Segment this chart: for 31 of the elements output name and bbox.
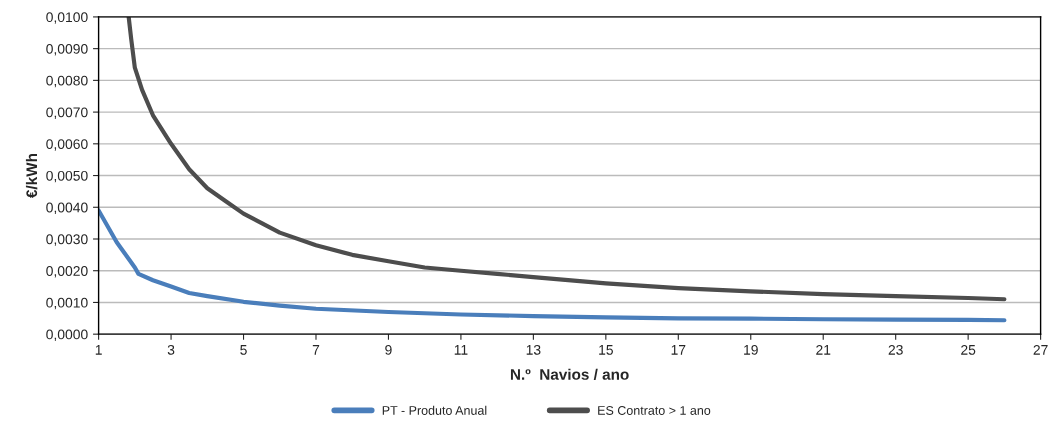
x-tick-label: 19 (744, 344, 758, 355)
x-axis-title: N.º Navios / ano (510, 368, 629, 381)
x-tick-label: 5 (240, 345, 247, 355)
y-tick-label: 0,0100 (46, 12, 88, 24)
x-tick-label: 11 (454, 345, 468, 355)
x-tick-label: 13 (526, 344, 541, 355)
line-series (126, 16, 1007, 302)
y-tick-label: 0,0000 (46, 329, 88, 341)
y-tick-label: 0,0040 (46, 202, 88, 215)
y-tick-label: 0,0030 (46, 234, 88, 246)
y-tick-label: 0,0080 (46, 75, 88, 88)
x-tick-label: 3 (167, 344, 175, 355)
legend-label: ES Contrato > 1 ano (598, 406, 711, 415)
y-tick-label: 0,0010 (46, 297, 88, 310)
y-tick-label: 0,0090 (46, 43, 88, 56)
line-series (98, 208, 1007, 323)
y-tick-label: 0,0050 (46, 170, 88, 183)
x-tick-label: 9 (385, 344, 392, 355)
y-tick-label: 0,0060 (46, 139, 88, 151)
legend-label: PT - Produto Anual (382, 405, 487, 415)
x-tick-label: 17 (671, 345, 686, 355)
x-tick-label: 7 (312, 345, 320, 355)
y-axis-title: €/kWh (25, 153, 38, 198)
x-tick-label: 23 (888, 344, 903, 355)
x-tick-label: 1 (95, 345, 102, 355)
x-tick-label: 25 (961, 344, 976, 355)
x-tick-label: 21 (816, 344, 831, 355)
y-tick-label: 0,0070 (46, 107, 88, 119)
x-tick-label: 15 (599, 345, 613, 355)
y-tick-label: 0,0020 (46, 266, 88, 278)
x-tick-label: 27 (1033, 344, 1048, 355)
